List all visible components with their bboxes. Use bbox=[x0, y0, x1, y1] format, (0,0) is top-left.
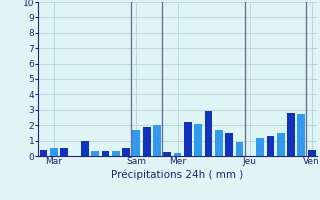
Bar bbox=[40, 150, 47, 156]
Bar bbox=[215, 130, 223, 156]
Bar bbox=[298, 114, 305, 156]
Bar bbox=[81, 141, 89, 156]
Bar bbox=[236, 142, 243, 156]
Bar bbox=[60, 148, 68, 156]
Bar bbox=[308, 150, 316, 156]
Bar bbox=[277, 133, 284, 156]
Bar bbox=[287, 113, 295, 156]
Bar bbox=[194, 124, 202, 156]
Bar bbox=[174, 153, 181, 156]
X-axis label: Précipitations 24h ( mm ): Précipitations 24h ( mm ) bbox=[111, 169, 244, 180]
Bar bbox=[164, 152, 171, 156]
Bar bbox=[205, 111, 212, 156]
Bar bbox=[132, 130, 140, 156]
Bar bbox=[225, 133, 233, 156]
Bar bbox=[91, 151, 99, 156]
Bar bbox=[143, 127, 150, 156]
Bar bbox=[184, 122, 192, 156]
Bar bbox=[256, 138, 264, 156]
Bar bbox=[122, 148, 130, 156]
Bar bbox=[101, 151, 109, 156]
Bar bbox=[153, 125, 161, 156]
Bar bbox=[267, 136, 274, 156]
Bar bbox=[50, 148, 58, 156]
Bar bbox=[112, 151, 120, 156]
